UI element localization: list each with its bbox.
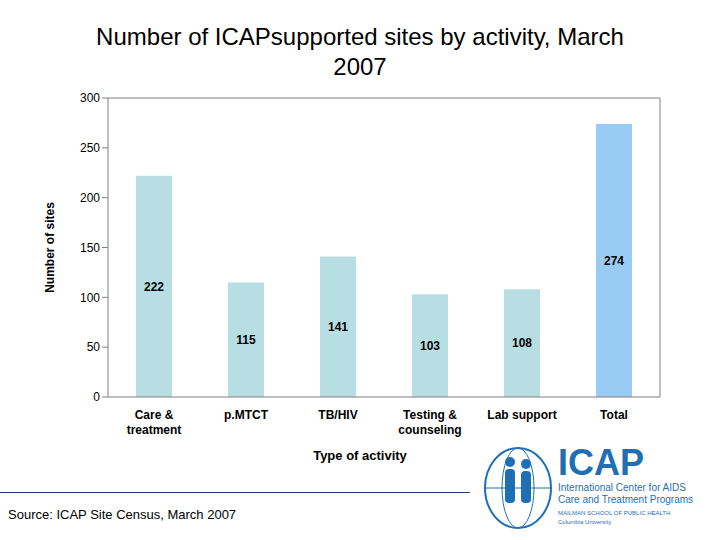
svg-text:141: 141 <box>328 320 348 334</box>
svg-text:103: 103 <box>420 339 440 353</box>
svg-text:Total: Total <box>600 408 628 422</box>
svg-text:p.MTCT: p.MTCT <box>224 408 269 422</box>
html-text:Care and Treatment Programs: Care and Treatment Programs <box>558 494 694 505</box>
svg-text:250: 250 <box>80 141 100 155</box>
svg-text:0: 0 <box>93 390 100 404</box>
svg-text:100: 100 <box>80 291 100 305</box>
html-text:Source: ICAP Site Census, Marc: Source: ICAP Site Census, March 2007 <box>8 507 237 522</box>
svg-text:Care &: Care & <box>135 408 174 422</box>
svg-text:274: 274 <box>604 254 624 268</box>
svg-text:300: 300 <box>80 91 100 105</box>
svg-text:150: 150 <box>80 241 100 255</box>
svg-text:222: 222 <box>144 280 164 294</box>
html-text:Type of activity: Type of activity <box>313 448 407 463</box>
html-text:International Center for AIDS: International Center for AIDS <box>558 482 686 493</box>
svg-text:treatment: treatment <box>127 423 182 437</box>
svg-text:200: 200 <box>80 191 100 205</box>
html-text:Number of ICAPsupported sites: Number of ICAPsupported sites by activit… <box>96 23 624 80</box>
svg-text:TB/HIV: TB/HIV <box>318 408 357 422</box>
svg-text:50: 50 <box>87 340 101 354</box>
svg-text:108: 108 <box>512 336 532 350</box>
svg-text:Number of sites: Number of sites <box>43 202 57 293</box>
svg-text:Lab support: Lab support <box>487 408 556 422</box>
html-text:ICAP: ICAP <box>558 442 644 483</box>
svg-text:counseling: counseling <box>398 423 461 437</box>
html-text:MAILMAN SCHOOL OF PUBLIC HEALT: MAILMAN SCHOOL OF PUBLIC HEALTH <box>558 510 671 516</box>
svg-text:115: 115 <box>236 333 256 347</box>
html-text:Columbia University: Columbia University <box>558 519 612 525</box>
svg-text:Testing &: Testing & <box>403 408 457 422</box>
